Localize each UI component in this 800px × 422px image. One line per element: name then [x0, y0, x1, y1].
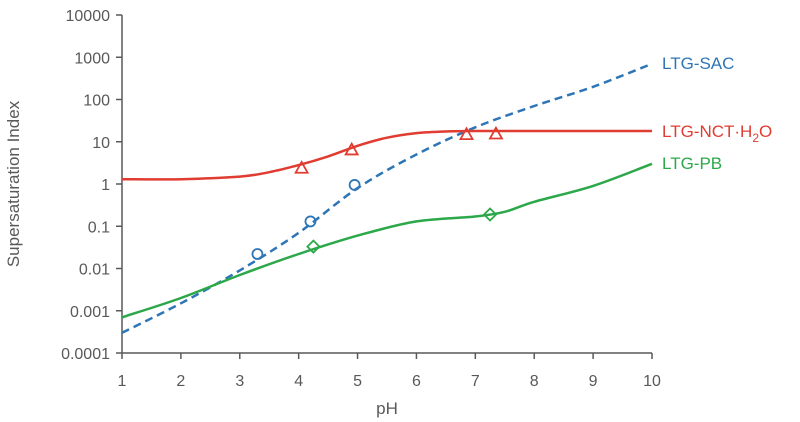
ltg-sac-marker	[251, 248, 264, 260]
ltg-pb-line	[121, 162, 653, 319]
series-layer	[121, 62, 653, 334]
y-tick-label: 0.001	[70, 304, 110, 321]
x-tick-label: 5	[353, 373, 362, 390]
ltg-sac-marker	[304, 215, 317, 228]
marker-layer	[251, 125, 504, 260]
y-tick-label: 10	[92, 135, 110, 152]
ltg-nct-h2o-marker	[488, 125, 504, 140]
ltg-sac-line	[121, 62, 653, 334]
ltg-nct-h2o-label-end: O	[759, 122, 772, 141]
x-axis-title: pH	[376, 399, 398, 418]
ltg-nct-h2o-label-main: LTG-NCT·H	[662, 122, 752, 141]
x-tick-label: 6	[412, 373, 421, 390]
y-tick-label: 0.1	[88, 219, 110, 236]
x-tick-label: 7	[471, 373, 480, 390]
x-axis-ticks: 1 2 3 4 5 6 7 8 9 10	[118, 353, 661, 390]
ltg-nct-h2o-label-sub: 2	[752, 131, 759, 145]
y-axis-ticks: 0.0001 0.001 0.01 0.1 1 10 100 1000 10000	[61, 8, 122, 363]
x-tick-label: 3	[235, 373, 244, 390]
y-tick-label: 1	[101, 177, 110, 194]
axes: 0.0001 0.001 0.01 0.1 1 10 100 1000 10000 1 2 3 4 5 6…	[61, 8, 661, 390]
series-labels: LTG-SAC LTG-NCT·H2O LTG-PB	[662, 54, 772, 173]
ltg-nct-h2o-marker	[344, 141, 360, 156]
y-tick-label: 0.0001	[61, 346, 110, 363]
ltg-pb-label: LTG-PB	[662, 154, 722, 173]
ltg-nct-h2o-label: LTG-NCT·H2O	[662, 122, 772, 145]
x-tick-label: 10	[643, 373, 661, 390]
x-tick-label: 1	[118, 373, 127, 390]
x-tick-label: 2	[176, 373, 185, 390]
x-tick-label: 4	[294, 373, 303, 390]
ltg-sac-marker	[348, 179, 361, 191]
y-axis-title: Supersaturation Index	[4, 100, 23, 267]
ltg-nct-h2o-marker	[458, 126, 475, 141]
x-tick-label: 8	[530, 373, 539, 390]
y-tick-label: 1000	[74, 50, 110, 67]
y-tick-label: 0.01	[79, 262, 110, 279]
ltg-nct-h2o-line	[121, 129, 652, 181]
x-tick-label: 9	[589, 373, 598, 390]
ltg-sac-label: LTG-SAC	[662, 54, 734, 73]
ltg-pb-marker	[482, 207, 498, 222]
ltg-nct-h2o-marker	[294, 160, 310, 174]
y-tick-label: 10000	[66, 8, 111, 25]
y-tick-label: 100	[83, 93, 110, 110]
ltg-pb-marker	[306, 239, 321, 254]
